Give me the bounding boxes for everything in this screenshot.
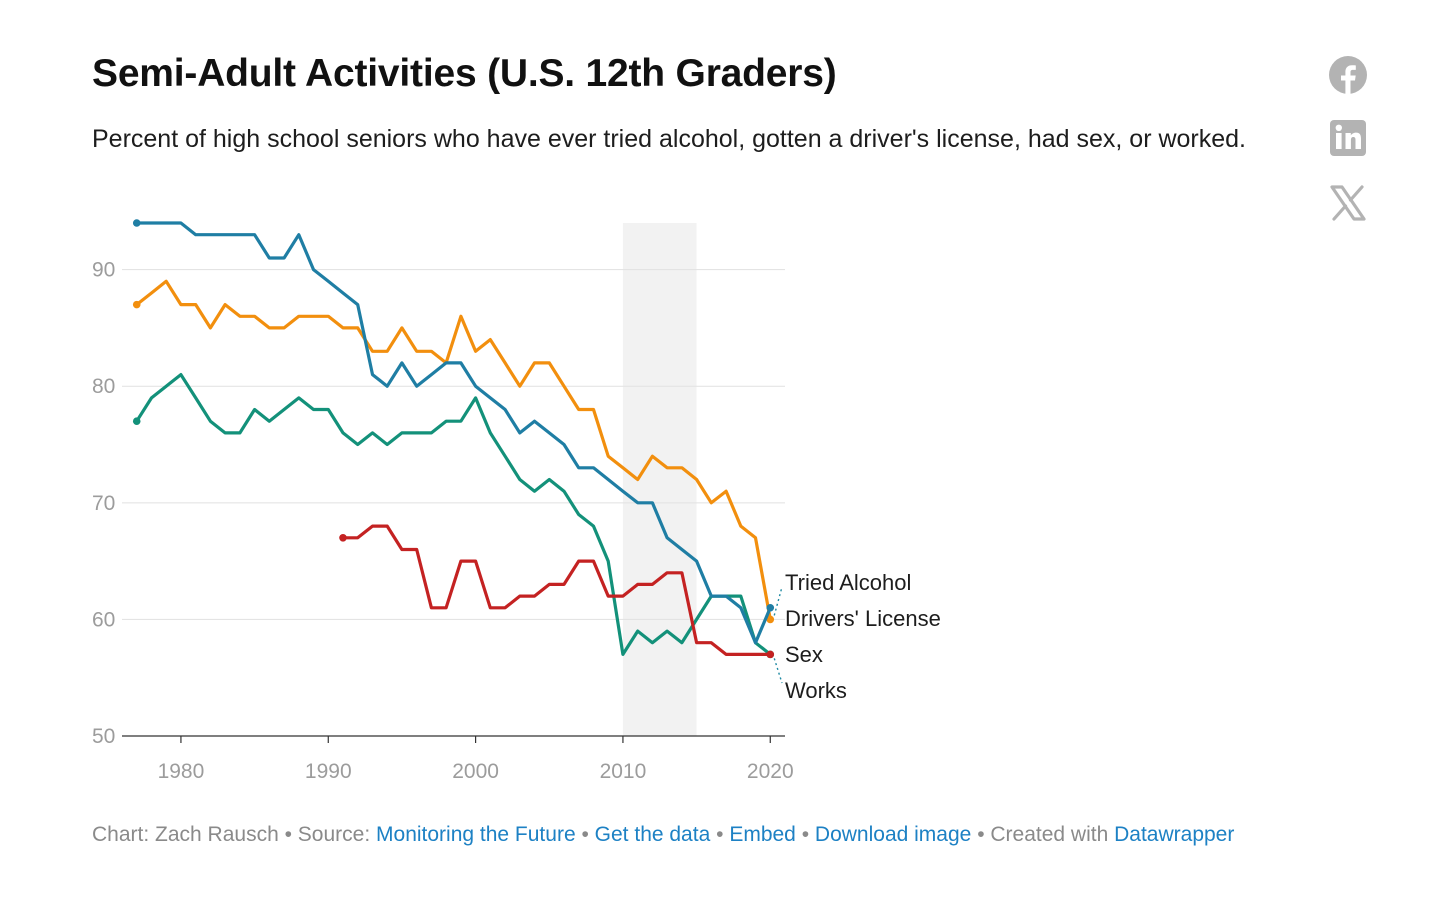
chart-footer: Chart: Zach Rausch • Source: Monitoring … [92, 823, 1234, 847]
footer-separator: • [581, 823, 589, 846]
label-leader-tried-alcohol [773, 586, 783, 616]
footer-separator: • [977, 823, 985, 846]
x-tick-label: 2010 [600, 760, 647, 783]
x-tick-label: 1980 [158, 760, 205, 783]
series-label-drivers-license: Drivers' License [785, 606, 941, 631]
download-image-link[interactable]: Download image [814, 823, 972, 846]
y-tick-label: 50 [92, 725, 115, 748]
series-line-drivers-license [136, 221, 772, 645]
footer-separator: • [801, 823, 810, 846]
y-tick-label: 70 [92, 492, 115, 515]
source-label: Source: [297, 823, 371, 846]
series-end-point-sex [766, 650, 775, 659]
series-label-works: Works [785, 678, 847, 703]
x-tick-label: 1990 [305, 760, 352, 783]
series-end-point-tried-alcohol [766, 615, 775, 624]
x-tick-label: 2000 [452, 760, 499, 783]
author-credit: Chart: Zach Rausch [92, 823, 279, 846]
x-tick-label: 2020 [747, 760, 794, 783]
y-tick-label: 60 [92, 608, 115, 631]
series-start-point-sex [339, 533, 347, 542]
y-tick-label: 90 [92, 259, 115, 282]
series-line-tried-alcohol [135, 279, 772, 620]
linkedin-icon[interactable] [1326, 116, 1370, 160]
footer-separator: • [716, 823, 724, 846]
series-start-point-tried-alcohol [132, 300, 141, 309]
x-icon[interactable] [1326, 181, 1370, 225]
facebook-icon[interactable] [1326, 53, 1370, 97]
chart-title: Semi-Adult Activities (U.S. 12th Graders… [92, 52, 837, 95]
label-leader-works [773, 658, 783, 684]
get-data-link[interactable]: Get the data [594, 823, 711, 846]
embed-link[interactable]: Embed [729, 823, 796, 846]
series-start-point-works [132, 417, 141, 426]
source-link[interactable]: Monitoring the Future [376, 823, 576, 846]
series-start-point-drivers-license [132, 219, 141, 227]
series-end-point-drivers-license [766, 603, 775, 612]
chart-subtitle: Percent of high school seniors who have … [92, 125, 1247, 153]
highlight-band [622, 223, 697, 736]
datawrapper-link[interactable]: Datawrapper [1114, 823, 1235, 846]
series-line-sex [343, 524, 771, 656]
series-line-works [135, 373, 772, 656]
series-label-tried-alcohol: Tried Alcohol [785, 570, 911, 595]
footer-separator: • [284, 823, 292, 846]
y-tick-label: 80 [92, 375, 115, 398]
series-label-sex: Sex [785, 642, 823, 667]
created-with-label: Created with [990, 823, 1109, 846]
